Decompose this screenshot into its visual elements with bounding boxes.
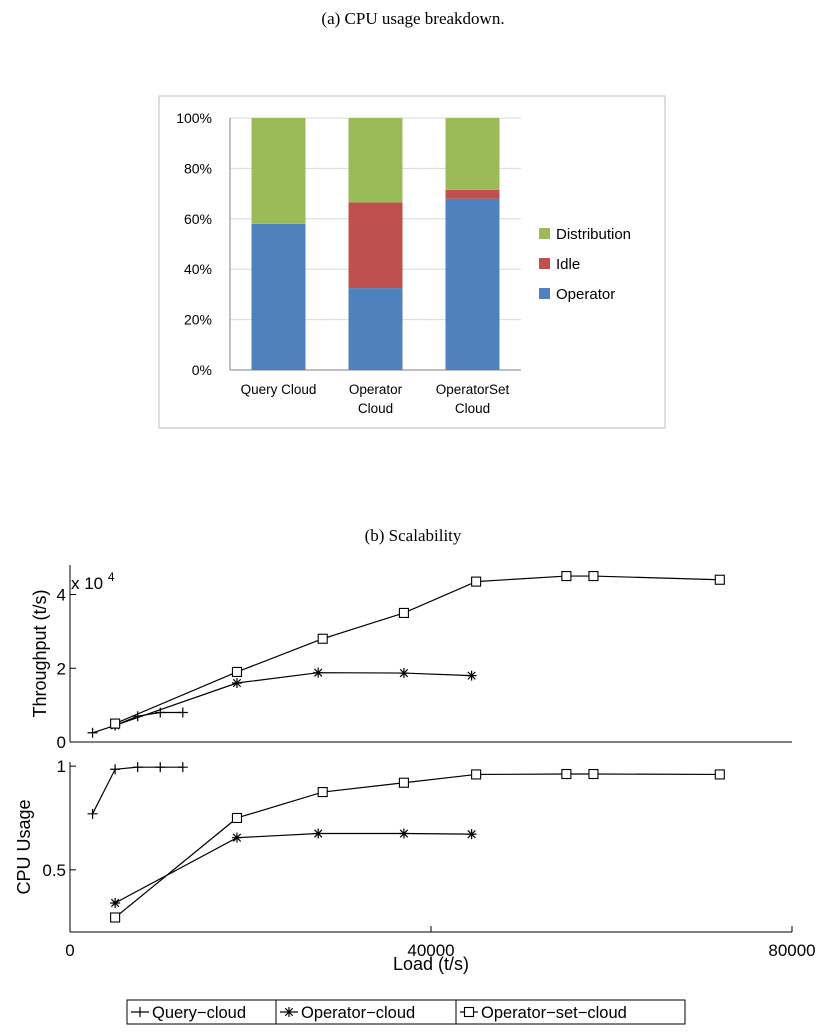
chart-b-legend: Query−cloud Operator−cloud Operator−set−cl… — [126, 999, 686, 1025]
legend-label: Idle — [556, 256, 580, 273]
x-tick-label: 80000 — [768, 941, 815, 960]
y-tick-label: 60% — [184, 211, 212, 227]
data-point — [714, 769, 725, 780]
data-point — [155, 762, 166, 773]
legend-label: Operator−cloud — [301, 1004, 415, 1022]
chart-a-frame — [158, 95, 666, 429]
x-tick-label: Cloud — [358, 401, 393, 416]
bar-segment — [348, 202, 403, 289]
bar-segment — [445, 118, 500, 190]
legend-box — [455, 999, 686, 1025]
legend-swatch — [539, 228, 550, 239]
data-point — [132, 762, 143, 773]
x-tick-label: Cloud — [455, 401, 490, 416]
caption-b: (b) Scalability — [365, 526, 462, 545]
y-tick-label: 20% — [184, 312, 212, 328]
x-tick-label: 0 — [65, 941, 74, 960]
data-point — [231, 812, 243, 824]
data-point — [110, 897, 121, 908]
legend-marker — [463, 1006, 475, 1018]
series-line — [114, 672, 472, 726]
y-multiplier: x 10 4 — [71, 570, 115, 593]
y-tick-label: 100% — [176, 110, 212, 126]
x-tick-label: 40000 — [407, 941, 454, 960]
data-point — [398, 607, 409, 618]
data-point — [588, 768, 599, 780]
data-point — [471, 576, 482, 587]
legend-label: Distribution — [556, 226, 631, 243]
bar-segment — [445, 198, 500, 370]
data-point — [398, 777, 409, 788]
data-point — [231, 832, 242, 843]
bar-segment — [348, 288, 403, 370]
series-line — [92, 766, 183, 815]
series-line — [114, 773, 720, 918]
y-axis-label: CPU Usage — [14, 799, 34, 894]
caption-a: (a) CPU usage breakdown. — [321, 9, 504, 28]
data-point — [177, 762, 188, 773]
data-point — [177, 707, 188, 718]
data-point — [317, 787, 328, 798]
legend-label: Operator — [556, 286, 615, 303]
x-tick-label: OperatorSet — [436, 382, 510, 397]
bar-segment — [445, 189, 500, 199]
y-tick-label: 2 — [57, 659, 66, 678]
y-axis-label: Throughput (t/s) — [30, 589, 50, 717]
data-point — [110, 912, 121, 923]
x-tick-label: Query Cloud — [241, 382, 317, 397]
x-tick-label: Operator — [349, 382, 403, 397]
legend-swatch — [539, 288, 550, 299]
data-point — [466, 829, 477, 840]
data-point — [231, 678, 242, 688]
series-line — [114, 832, 472, 904]
data-point — [398, 668, 409, 679]
data-point — [110, 718, 121, 729]
y-tick-label: 40% — [184, 261, 212, 277]
y-tick-label: 0.5 — [42, 861, 66, 880]
data-point — [588, 571, 599, 582]
data-point — [87, 808, 98, 819]
legend-marker — [284, 1007, 294, 1017]
y-tick-label: 1 — [57, 757, 66, 776]
legend-box — [275, 999, 457, 1025]
data-point — [313, 667, 324, 678]
chart-b: 0 2 4 Throughput (t/s) 0.5 1 CPU Usage x 10 4 0 4… — [14, 565, 816, 974]
y-tick-label: 80% — [184, 160, 212, 176]
x-axis-label: Load (t/s) — [393, 954, 469, 974]
legend-label: Operator−set−cloud — [481, 1004, 627, 1022]
series-line — [114, 575, 720, 725]
data-point — [313, 828, 324, 839]
y-tick-label: 4 — [57, 586, 66, 605]
legend-swatch — [539, 258, 550, 269]
data-point — [561, 768, 572, 780]
data-point — [398, 828, 409, 839]
data-point — [561, 571, 572, 582]
data-point — [317, 633, 328, 644]
y-tick-label: 0% — [192, 362, 212, 378]
data-point — [714, 574, 725, 585]
data-point — [466, 670, 477, 681]
data-point — [231, 666, 243, 677]
y-tick-label: 0 — [57, 733, 66, 752]
bar-segment — [348, 118, 403, 203]
data-point — [110, 764, 121, 775]
bar-segment — [251, 223, 306, 370]
bar-segment — [251, 118, 306, 224]
data-point — [471, 769, 482, 780]
chart-a: 0% 20% 40% 60% 80% 100% Query Cloud Operator Clo… — [176, 110, 631, 416]
data-point — [87, 727, 98, 738]
legend-label: Query−cloud — [152, 1004, 246, 1022]
